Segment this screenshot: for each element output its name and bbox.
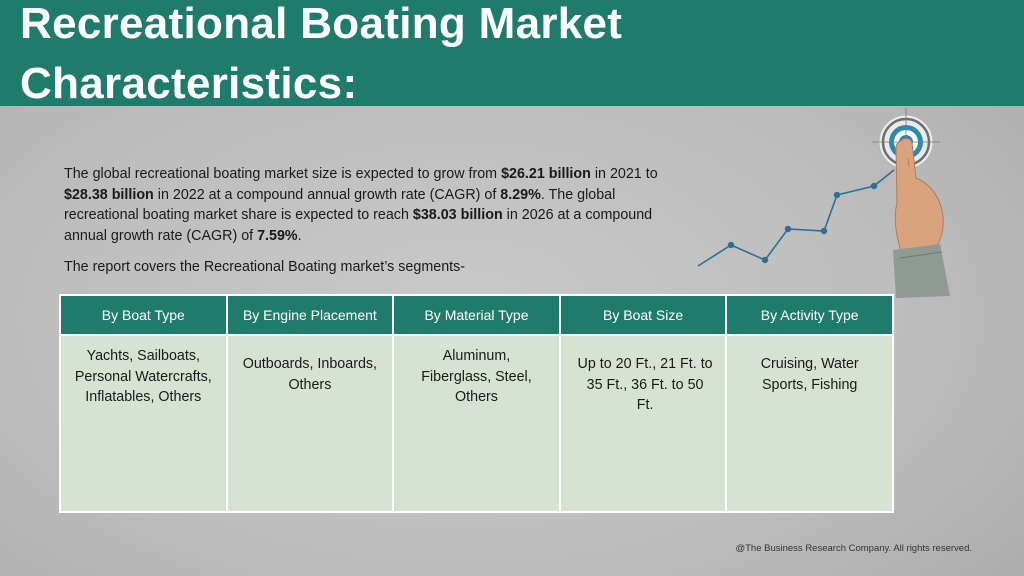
- segments-table: By Boat Type By Engine Placement By Mate…: [59, 294, 894, 513]
- header-boat-size: By Boat Size: [558, 294, 728, 336]
- page-title-line-2: Characteristics:: [20, 59, 358, 108]
- summary-text-4: . The global recreational boating market…: [64, 186, 616, 224]
- cell-activity-type: Cruising, Water Sports, Fishing: [725, 334, 894, 513]
- table-header-row: By Boat Type By Engine Placement By Mate…: [59, 294, 894, 336]
- summary-text-3: in 2022 at a compound annual growth rate…: [153, 186, 501, 203]
- header-material-type: By Material Type: [392, 294, 561, 336]
- cell-material-type: Aluminum, Fiberglass, Steel, Others: [392, 334, 561, 513]
- cell-boat-type: Yachts, Sailboats, Personal Watercrafts,…: [59, 334, 228, 513]
- segments-note: The report covers the Recreational Boati…: [64, 259, 466, 275]
- value-2021: $26.21 billion: [501, 166, 591, 182]
- header-boat-type: By Boat Type: [59, 294, 228, 336]
- copyright-footer: @The Business Research Company. All righ…: [735, 543, 972, 554]
- header-engine-placement: By Engine Placement: [225, 294, 395, 336]
- cell-boat-size: Up to 20 Ft., 21 Ft. to 35 Ft., 36 Ft. t…: [558, 334, 728, 513]
- value-2026: $38.03 billion: [412, 207, 503, 223]
- title-bar: [0, 0, 1024, 106]
- cell-engine-placement: Outboards, Inboards, Others: [225, 334, 395, 513]
- header-activity-type: By Activity Type: [725, 294, 894, 336]
- summary-text-5: in 2026 at a compound annual growth rate…: [64, 207, 653, 244]
- table-row: Yachts, Sailboats, Personal Watercrafts,…: [59, 334, 894, 513]
- page-title-line-1: Recreational Boating Market: [20, 0, 623, 48]
- growth-target-illustration: [697, 108, 950, 298]
- summary-text-1: The global recreational boating market s…: [64, 166, 502, 182]
- summary-text-2: in 2021 to: [590, 166, 658, 182]
- value-2022: $28.38 billion: [64, 186, 154, 203]
- cagr-2026: 7.59%: [257, 227, 298, 244]
- pointing-hand-icon: [893, 138, 950, 298]
- cagr-2022: 8.29%: [500, 186, 541, 203]
- page-title: Recreational Boating Market Characterist…: [20, 0, 780, 114]
- summary-text-6: .: [297, 227, 302, 244]
- market-summary-paragraph: The global recreational boating market s…: [64, 164, 684, 246]
- growth-line-icon: [697, 169, 895, 267]
